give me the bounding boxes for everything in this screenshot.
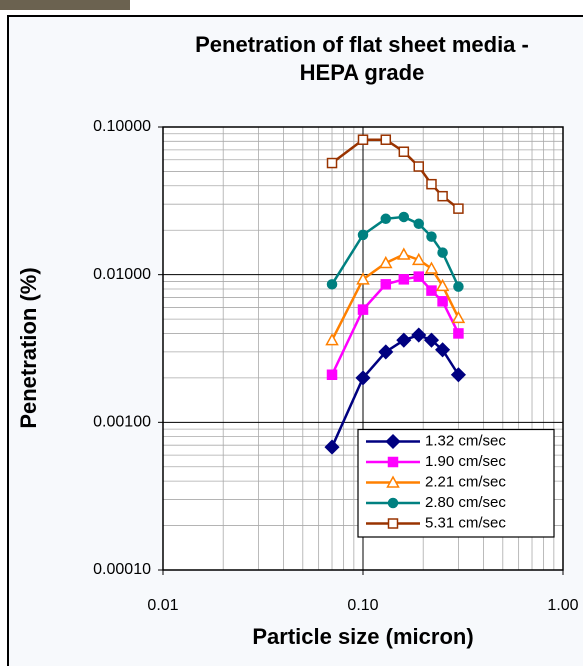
marker xyxy=(413,161,425,172)
legend-label: 2.80 cm/sec xyxy=(425,494,506,511)
marker xyxy=(437,296,448,307)
plot-border xyxy=(162,126,564,571)
marker xyxy=(326,279,338,290)
x-axis-label: Particle size (micron) xyxy=(252,624,473,649)
marker xyxy=(357,304,369,315)
marker xyxy=(453,328,464,339)
marker xyxy=(411,252,426,266)
x-tick-label: 0.01 xyxy=(147,597,178,614)
marker xyxy=(357,229,369,241)
marker xyxy=(451,310,466,324)
marker xyxy=(413,218,425,230)
legend-marker xyxy=(385,433,401,450)
marker xyxy=(398,211,410,223)
marker xyxy=(426,231,437,242)
marker xyxy=(378,344,394,360)
marker xyxy=(437,190,448,202)
marker xyxy=(453,203,464,214)
legend-label: 1.32 cm/sec xyxy=(425,432,506,449)
y-tick-label: 0.00010 xyxy=(93,561,151,578)
marker xyxy=(325,333,339,346)
marker xyxy=(398,146,410,157)
y-axis-label: Penetration (%) xyxy=(16,267,41,428)
legend-label: 1.90 cm/sec xyxy=(425,453,506,470)
y-tick-label: 0.01000 xyxy=(93,266,151,283)
marker xyxy=(355,370,371,386)
legend-label: 5.31 cm/sec xyxy=(425,514,506,531)
y-tick-label: 0.00100 xyxy=(93,414,151,431)
marker xyxy=(326,369,338,381)
marker xyxy=(380,134,392,145)
marker xyxy=(326,157,338,169)
y-tick-label: 0.10000 xyxy=(93,118,151,135)
legend-marker xyxy=(387,518,399,529)
chart-title: Penetration of flat sheet media -HEPA gr… xyxy=(195,32,529,85)
marker xyxy=(424,261,439,274)
marker xyxy=(411,327,427,343)
legend-marker xyxy=(387,497,399,509)
marker xyxy=(380,213,392,225)
marker xyxy=(437,247,448,258)
marker xyxy=(450,367,466,383)
legend-marker xyxy=(387,456,399,468)
marker xyxy=(413,271,425,282)
marker xyxy=(453,281,464,292)
marker xyxy=(423,332,440,348)
marker xyxy=(426,285,437,296)
marker xyxy=(397,247,411,260)
x-tick-label: 1.00 xyxy=(547,597,578,614)
marker xyxy=(396,332,412,348)
marker xyxy=(435,342,451,358)
marker xyxy=(380,279,392,290)
marker xyxy=(324,439,340,455)
marker xyxy=(398,274,410,285)
photo-strip xyxy=(0,0,130,10)
marker xyxy=(426,178,437,190)
marker xyxy=(357,134,369,145)
x-tick-label: 0.10 xyxy=(347,597,378,614)
marker xyxy=(435,278,450,292)
legend-label: 2.21 cm/sec xyxy=(425,473,506,490)
marker xyxy=(379,255,393,269)
marker xyxy=(356,272,370,285)
legend-marker xyxy=(386,475,400,488)
